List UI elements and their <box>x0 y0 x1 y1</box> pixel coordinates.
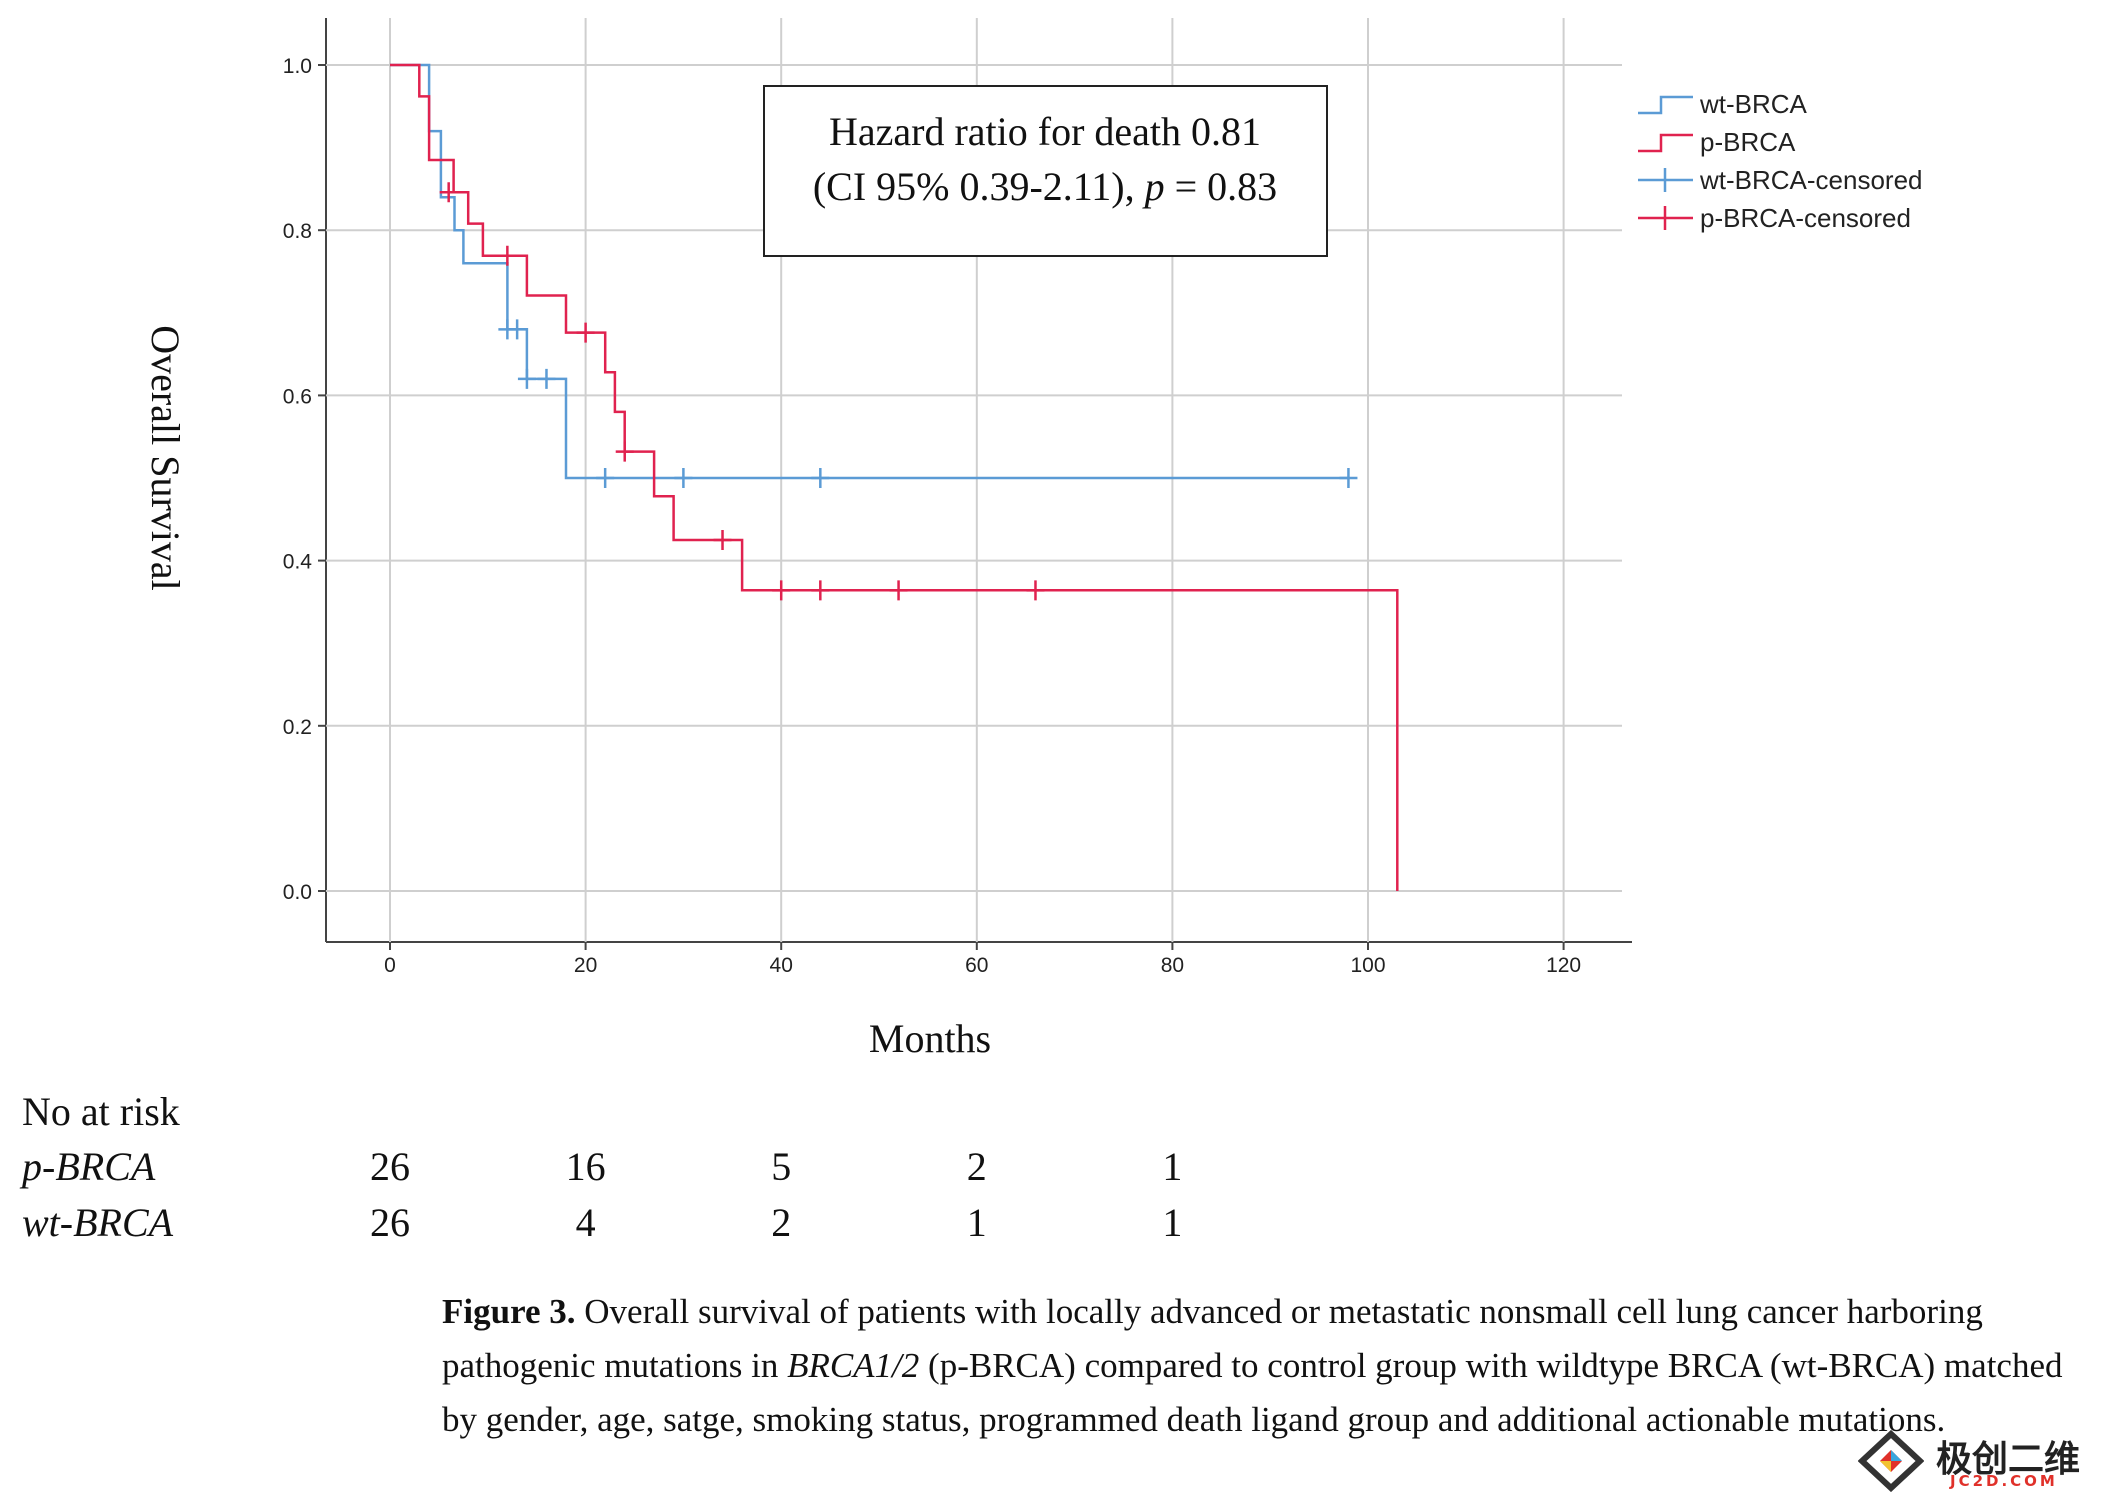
y-axis-title: Overall Survival <box>143 325 188 591</box>
censor-mark-wt-brca <box>674 468 693 488</box>
y-tick-label: 1.0 <box>283 55 312 78</box>
legend-label: wt-BRCA <box>1699 89 1808 119</box>
risk-count: 4 <box>575 1200 596 1245</box>
figure-caption: Figure 3. Overall survival of patients w… <box>442 1285 2082 1447</box>
hazard-ratio-line2: (CI 95% 0.39-2.11), p = 0.83 <box>813 164 1277 209</box>
censor-mark-p-brca <box>1026 580 1045 601</box>
x-tick-label: 60 <box>965 954 988 977</box>
watermark-en-text: JC2D.COM <box>1950 1472 2058 1490</box>
risk-count: 2 <box>966 1144 987 1189</box>
risk-count: 16 <box>565 1144 606 1189</box>
x-tick-label: 20 <box>574 954 597 977</box>
censor-mark-p-brca <box>889 580 908 601</box>
censor-mark-wt-brca <box>811 468 830 488</box>
caption-label: Figure 3. <box>442 1292 576 1331</box>
y-tick-label: 0.2 <box>283 716 312 739</box>
risk-count: 26 <box>370 1200 410 1245</box>
hazard-ratio-line1: Hazard ratio for death 0.81 <box>829 109 1261 154</box>
axis-ticks: 0 20 40 60 80 100 120 0.0 0.2 0.4 0.6 0.8 1.0 <box>283 55 1581 977</box>
legend-swatch-censor <box>1638 168 1693 192</box>
y-tick-label: 0.6 <box>283 385 312 408</box>
censor-mark-p-brca <box>439 182 458 203</box>
risk-count: 2 <box>771 1200 792 1245</box>
censor-mark-p-brca <box>772 580 791 601</box>
censor-mark-p-brca <box>615 441 634 462</box>
censor-mark-wt-brca <box>537 368 556 389</box>
censor-mark-p-brca <box>498 245 517 266</box>
y-tick-label: 0.0 <box>283 881 312 904</box>
censor-mark-wt-brca <box>517 368 536 389</box>
risk-row-label-wt-brca: wt-BRCA <box>22 1200 174 1245</box>
watermark-logo: 极创二维 JC2D.COM <box>1858 1430 2090 1492</box>
x-tick-label: 40 <box>770 954 793 977</box>
hazard-ratio-box: Hazard ratio for death 0.81 (CI 95% 0.39… <box>763 85 1328 257</box>
x-axis-title: Months <box>869 1016 991 1061</box>
watermark-cn-text: 极创二维 <box>1936 1439 2081 1480</box>
censor-mark-p-brca <box>811 580 830 601</box>
legend-label: wt-BRCA-censored <box>1699 165 1923 195</box>
caption-gene: BRCA1/2 <box>787 1346 920 1385</box>
x-tick-label: 120 <box>1546 954 1581 977</box>
risk-table-title: No at risk <box>22 1089 180 1134</box>
x-tick-label: 100 <box>1350 954 1385 977</box>
censor-mark-wt-brca <box>1339 468 1358 488</box>
x-tick-label: 0 <box>384 954 396 977</box>
risk-count: 1 <box>1162 1200 1183 1245</box>
y-tick-label: 0.8 <box>283 220 312 243</box>
caption-text-1: Overall survival of patients with locall… <box>442 1292 1983 1385</box>
watermark-diamond-icon <box>1858 1430 1924 1492</box>
series-layer <box>390 63 1399 891</box>
censor-mark-wt-brca <box>508 319 527 340</box>
censor-mark-wt-brca <box>596 468 615 488</box>
censor-mark-p-brca <box>713 529 732 550</box>
legend-label: p-BRCA <box>1700 127 1796 157</box>
risk-row-label-p-brca: p-BRCA <box>22 1144 156 1189</box>
risk-count: 1 <box>966 1200 987 1245</box>
risk-count: 5 <box>771 1144 792 1189</box>
y-tick-label: 0.4 <box>283 551 313 574</box>
legend-label: p-BRCA-censored <box>1700 203 1911 233</box>
risk-count: 1 <box>1162 1144 1183 1189</box>
legend: wt-BRCA p-BRCA wt-BRCA-censored p-BRCA-cens… <box>1638 89 1923 233</box>
series-line-p-brca <box>390 63 1399 891</box>
legend-swatch-line <box>1638 95 1693 115</box>
legend-swatch-line <box>1638 133 1693 153</box>
caption-text-2: (p-BRCA) compared to control group with … <box>442 1346 2063 1439</box>
x-tick-label: 80 <box>1161 954 1184 977</box>
legend-swatch-censor <box>1638 206 1693 230</box>
censor-mark-p-brca <box>576 322 595 343</box>
risk-count: 26 <box>370 1144 410 1189</box>
